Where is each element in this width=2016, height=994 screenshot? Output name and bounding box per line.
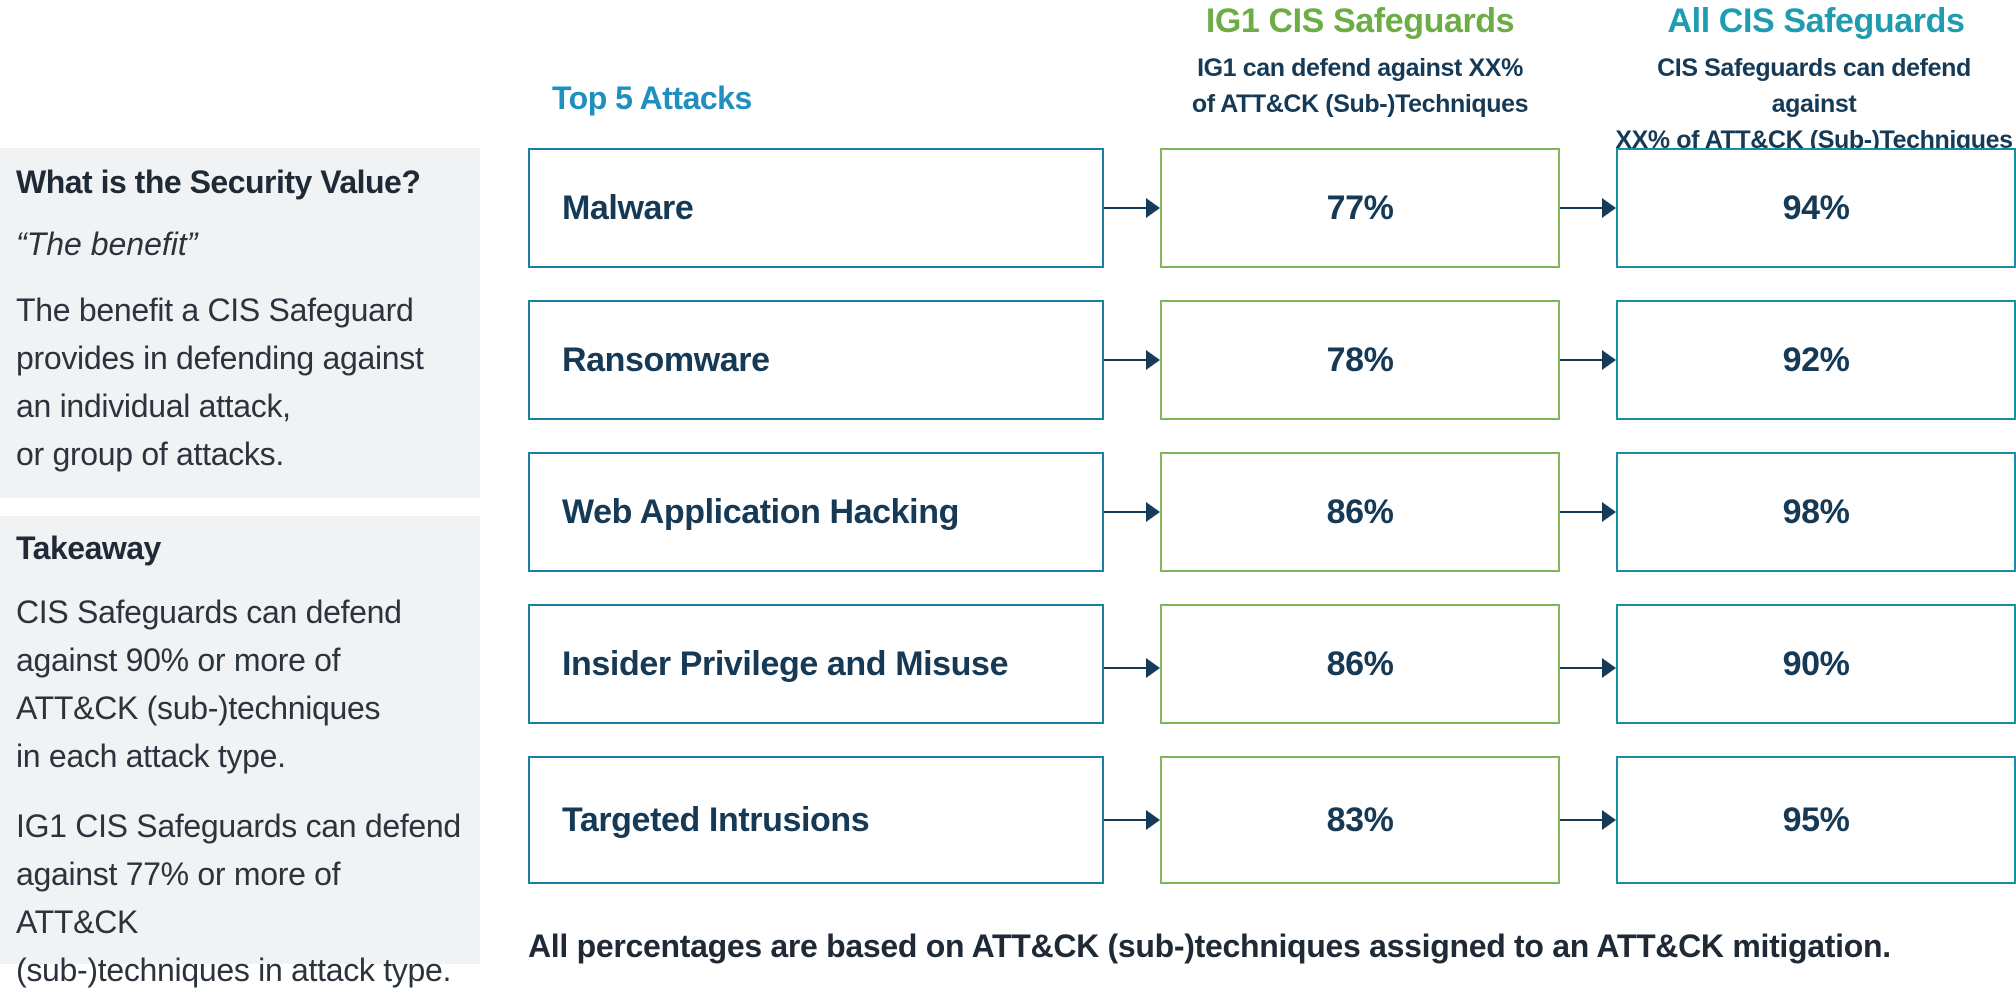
security-value-heading: What is the Security Value? bbox=[16, 164, 421, 200]
takeaway-line: CIS Safeguards can defend bbox=[16, 594, 402, 630]
takeaway-line: against 90% or more of bbox=[16, 642, 341, 678]
arrow-icon bbox=[1104, 658, 1160, 678]
takeaway-line: (sub-)techniques in attack type. bbox=[16, 952, 452, 988]
takeaway-heading: Takeaway bbox=[16, 530, 161, 566]
arrow-icon bbox=[1104, 198, 1160, 218]
arrow-icon bbox=[1104, 350, 1160, 370]
all-percent-box: 90% bbox=[1616, 604, 2016, 724]
takeaway-line: in each attack type. bbox=[16, 738, 286, 774]
security-value-subheading: “The benefit” bbox=[16, 226, 198, 262]
ig1-safeguards-subheading: IG1 can defend against XX% of ATT&CK (Su… bbox=[1160, 50, 1560, 122]
arrow-icon bbox=[1560, 810, 1616, 830]
security-value-line: provides in defending against bbox=[16, 340, 424, 376]
all-percent-box: 95% bbox=[1616, 756, 2016, 884]
footnote: All percentages are based on ATT&CK (sub… bbox=[528, 928, 1891, 964]
attack-box-ransomware: Ransomware bbox=[528, 300, 1104, 420]
security-value-line: The benefit a CIS Safeguard bbox=[16, 292, 414, 328]
security-value-line: an individual attack, bbox=[16, 388, 291, 424]
takeaway-paragraph-2: IG1 CIS Safeguards can defend against 77… bbox=[16, 802, 466, 994]
attack-box-insider-privilege: Insider Privilege and Misuse bbox=[528, 604, 1104, 724]
attack-box-web-application-hacking: Web Application Hacking bbox=[528, 452, 1104, 572]
security-value-line: or group of attacks. bbox=[16, 436, 284, 472]
takeaway-line: IG1 CIS Safeguards can defend bbox=[16, 808, 461, 844]
arrow-icon bbox=[1560, 350, 1616, 370]
all-percent-box: 94% bbox=[1616, 148, 2016, 268]
arrow-icon bbox=[1104, 502, 1160, 522]
arrow-icon bbox=[1560, 198, 1616, 218]
all-percent-box: 98% bbox=[1616, 452, 2016, 572]
arrow-icon bbox=[1104, 810, 1160, 830]
attack-box-malware: Malware bbox=[528, 148, 1104, 268]
ig1-safeguards-heading: IG1 CIS Safeguards bbox=[1205, 2, 1515, 40]
security-value-body: The benefit a CIS Safeguard provides in … bbox=[16, 286, 466, 478]
all-subheading-line: CIS Safeguards can defend against bbox=[1657, 54, 1971, 118]
ig1-percent-box: 86% bbox=[1160, 604, 1560, 724]
arrow-icon bbox=[1560, 658, 1616, 678]
attack-box-targeted-intrusions: Targeted Intrusions bbox=[528, 756, 1104, 884]
top-attacks-heading: Top 5 Attacks bbox=[552, 80, 752, 116]
all-safeguards-subheading: CIS Safeguards can defend against XX% of… bbox=[1612, 50, 2016, 158]
ig1-percent-box: 77% bbox=[1160, 148, 1560, 268]
takeaway-panel: Takeaway CIS Safeguards can defend again… bbox=[0, 516, 480, 988]
ig1-percent-box: 83% bbox=[1160, 756, 1560, 884]
takeaway-line: against 77% or more of ATT&CK bbox=[16, 856, 341, 940]
all-percent-box: 92% bbox=[1616, 300, 2016, 420]
ig1-subheading-line: of ATT&CK (Sub-)Techniques bbox=[1191, 90, 1529, 118]
all-safeguards-heading: All CIS Safeguards bbox=[1667, 2, 1965, 40]
ig1-percent-box: 86% bbox=[1160, 452, 1560, 572]
ig1-percent-box: 78% bbox=[1160, 300, 1560, 420]
arrow-icon bbox=[1560, 502, 1616, 522]
security-value-panel: What is the Security Value? “The benefit… bbox=[0, 148, 480, 498]
takeaway-paragraph-1: CIS Safeguards can defend against 90% or… bbox=[16, 588, 466, 780]
takeaway-line: ATT&CK (sub-)techniques bbox=[16, 690, 381, 726]
ig1-subheading-line: IG1 can defend against XX% bbox=[1197, 54, 1523, 82]
